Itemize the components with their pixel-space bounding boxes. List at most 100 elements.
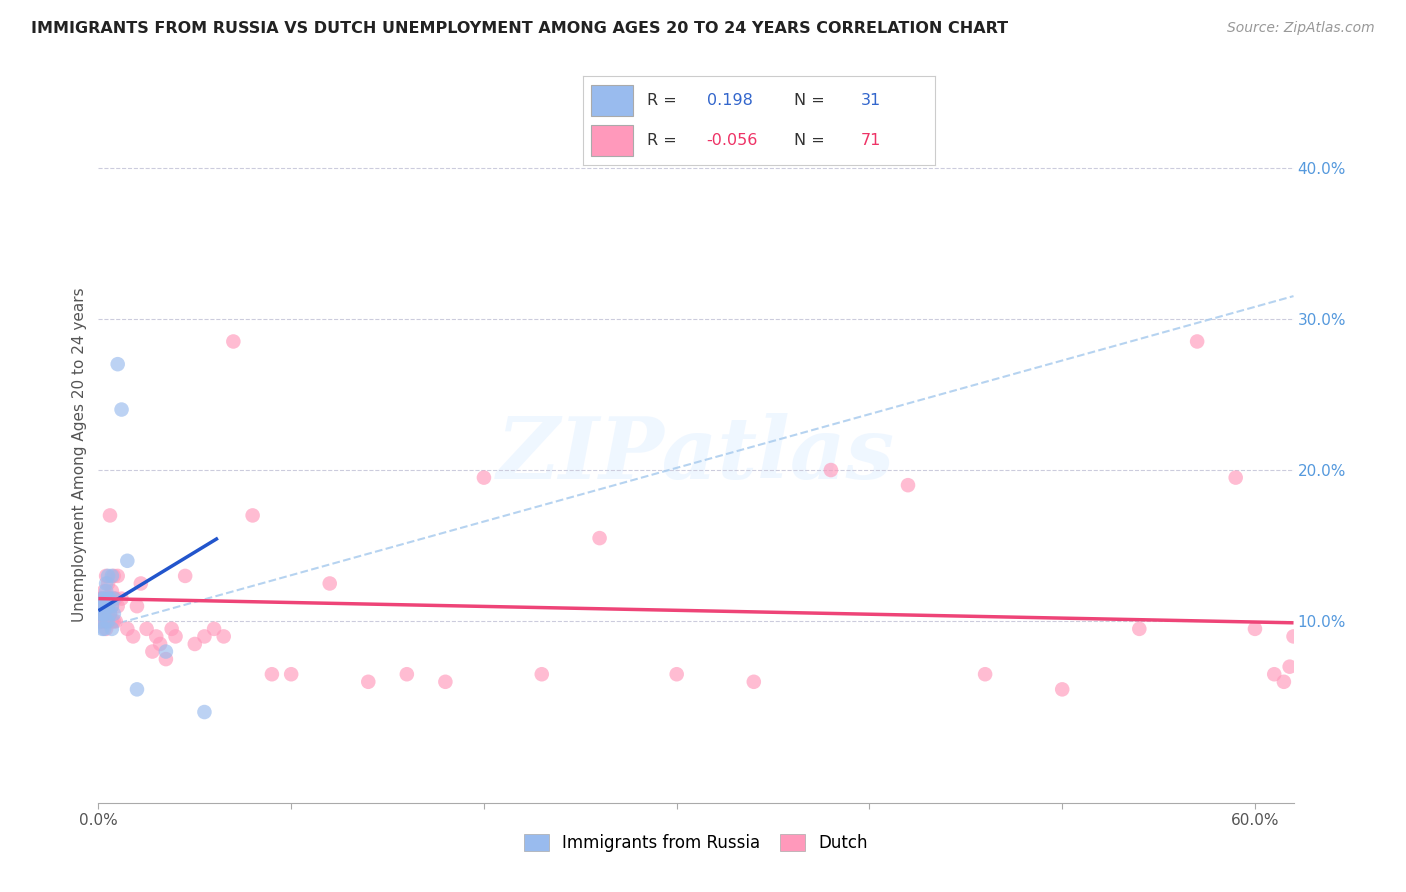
- Text: N =: N =: [794, 93, 831, 108]
- Point: [98, 591, 121, 606]
- Point: [94, 591, 117, 606]
- Text: Source: ZipAtlas.com: Source: ZipAtlas.com: [1227, 21, 1375, 35]
- Point: [165, 629, 187, 643]
- Point: [91, 607, 114, 621]
- Point: [93, 599, 115, 614]
- Bar: [591, 125, 633, 156]
- Point: [101, 569, 124, 583]
- Point: [103, 591, 125, 606]
- Point: [93, 622, 115, 636]
- Text: -0.056: -0.056: [707, 133, 758, 148]
- Point: [91, 591, 114, 606]
- Point: [98, 607, 121, 621]
- Point: [91, 599, 114, 614]
- Point: [93, 584, 115, 599]
- Point: [665, 667, 688, 681]
- Point: [89, 607, 111, 621]
- Text: ZIPatlas: ZIPatlas: [496, 413, 896, 497]
- Point: [1244, 622, 1267, 636]
- Point: [97, 576, 120, 591]
- Point: [107, 357, 129, 371]
- Point: [125, 599, 148, 614]
- Point: [103, 607, 125, 621]
- Point: [155, 644, 177, 658]
- Point: [97, 607, 120, 621]
- Point: [91, 607, 114, 621]
- Point: [472, 470, 495, 484]
- Point: [91, 615, 114, 629]
- Point: [897, 478, 920, 492]
- Text: R =: R =: [647, 93, 682, 108]
- Point: [742, 674, 765, 689]
- Point: [1225, 470, 1247, 484]
- Point: [530, 667, 553, 681]
- Point: [89, 591, 111, 606]
- Text: 0.198: 0.198: [707, 93, 752, 108]
- Point: [97, 569, 120, 583]
- Point: [588, 531, 610, 545]
- Point: [93, 615, 115, 629]
- Y-axis label: Unemployment Among Ages 20 to 24 years: Unemployment Among Ages 20 to 24 years: [72, 287, 87, 623]
- Point: [97, 591, 120, 606]
- Point: [193, 629, 215, 643]
- Point: [222, 334, 245, 349]
- Point: [319, 576, 342, 591]
- Point: [260, 667, 283, 681]
- Point: [103, 615, 125, 629]
- Point: [97, 591, 120, 606]
- Point: [110, 402, 132, 417]
- Point: [280, 667, 302, 681]
- Point: [193, 705, 215, 719]
- Point: [89, 615, 111, 629]
- Point: [103, 569, 125, 583]
- Point: [357, 674, 380, 689]
- Point: [94, 622, 117, 636]
- Point: [94, 576, 117, 591]
- Point: [434, 674, 457, 689]
- Point: [101, 622, 124, 636]
- Point: [104, 591, 127, 606]
- Point: [122, 629, 145, 643]
- Point: [94, 599, 117, 614]
- Point: [98, 591, 121, 606]
- Point: [129, 576, 152, 591]
- Point: [149, 637, 172, 651]
- Point: [117, 622, 139, 636]
- Point: [107, 569, 129, 583]
- Point: [184, 637, 207, 651]
- Point: [101, 599, 124, 614]
- Point: [91, 622, 114, 636]
- Point: [98, 607, 121, 621]
- Point: [89, 599, 111, 614]
- Point: [97, 599, 120, 614]
- Point: [101, 584, 124, 599]
- Point: [94, 569, 117, 583]
- Text: N =: N =: [794, 133, 831, 148]
- Point: [107, 599, 129, 614]
- Point: [1185, 334, 1208, 349]
- Point: [145, 629, 167, 643]
- Point: [94, 615, 117, 629]
- Point: [93, 607, 115, 621]
- Point: [98, 508, 121, 523]
- Point: [101, 599, 124, 614]
- Point: [160, 622, 183, 636]
- Legend: Immigrants from Russia, Dutch: Immigrants from Russia, Dutch: [516, 826, 876, 861]
- Point: [1050, 682, 1073, 697]
- Point: [202, 622, 225, 636]
- Point: [104, 615, 127, 629]
- Point: [1282, 629, 1305, 643]
- Point: [974, 667, 997, 681]
- Point: [1272, 674, 1295, 689]
- Point: [135, 622, 157, 636]
- Point: [1263, 667, 1285, 681]
- Point: [141, 644, 163, 658]
- Text: IMMIGRANTS FROM RUSSIA VS DUTCH UNEMPLOYMENT AMONG AGES 20 TO 24 YEARS CORRELATI: IMMIGRANTS FROM RUSSIA VS DUTCH UNEMPLOY…: [31, 21, 1008, 36]
- Point: [101, 615, 124, 629]
- Point: [242, 508, 264, 523]
- Bar: [591, 85, 633, 116]
- Point: [125, 682, 148, 697]
- Text: 31: 31: [860, 93, 882, 108]
- Point: [103, 591, 125, 606]
- Point: [93, 591, 115, 606]
